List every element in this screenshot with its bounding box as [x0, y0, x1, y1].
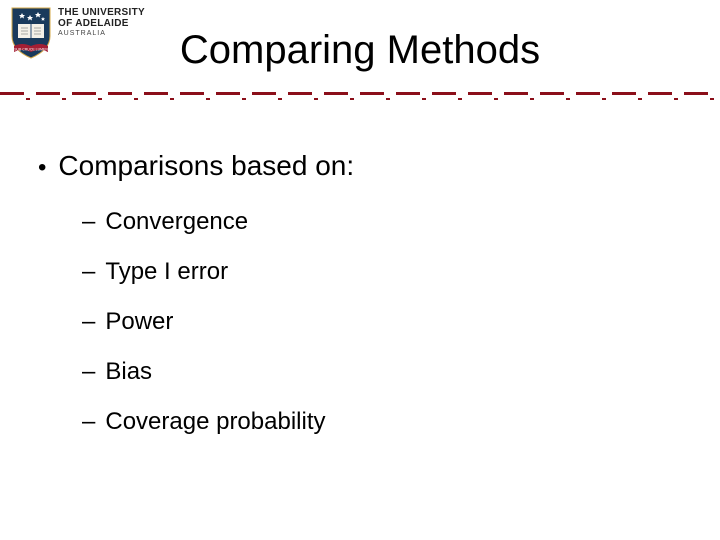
- dash-icon: –: [82, 208, 95, 236]
- bullet-icon: •: [38, 156, 46, 180]
- university-logo: SUB CRUCE LUMEN THE UNIVERSITY OF ADELAI…: [10, 6, 145, 60]
- sub-item-text: Convergence: [105, 208, 248, 236]
- divider: [0, 92, 720, 102]
- logo-line-2: OF ADELAIDE: [58, 19, 145, 30]
- page-title: Comparing Methods: [180, 28, 540, 73]
- svg-text:SUB CRUCE LUMEN: SUB CRUCE LUMEN: [14, 48, 48, 52]
- dash-icon: –: [82, 258, 95, 286]
- sub-item-text: Coverage probability: [105, 408, 325, 436]
- list-item: – Type I error: [82, 258, 690, 286]
- list-item: – Convergence: [82, 208, 690, 236]
- list-item: – Power: [82, 308, 690, 336]
- dash-icon: –: [82, 308, 95, 336]
- sub-item-text: Power: [105, 308, 173, 336]
- sub-item-text: Bias: [105, 358, 152, 386]
- dash-icon: –: [82, 358, 95, 386]
- shield-icon: SUB CRUCE LUMEN: [10, 6, 52, 60]
- main-bullet-text: Comparisons based on:: [58, 150, 354, 182]
- list-item: – Bias: [82, 358, 690, 386]
- list-item: – Coverage probability: [82, 408, 690, 436]
- dash-icon: –: [82, 408, 95, 436]
- sub-item-text: Type I error: [105, 258, 228, 286]
- sub-list: – Convergence – Type I error – Power – B…: [82, 208, 690, 436]
- logo-line-3: AUSTRALIA: [58, 30, 145, 37]
- logo-line-1: THE UNIVERSITY: [58, 8, 145, 19]
- logo-text: THE UNIVERSITY OF ADELAIDE AUSTRALIA: [58, 6, 145, 37]
- main-bullet: • Comparisons based on:: [38, 150, 690, 182]
- content-area: • Comparisons based on: – Convergence – …: [38, 150, 690, 458]
